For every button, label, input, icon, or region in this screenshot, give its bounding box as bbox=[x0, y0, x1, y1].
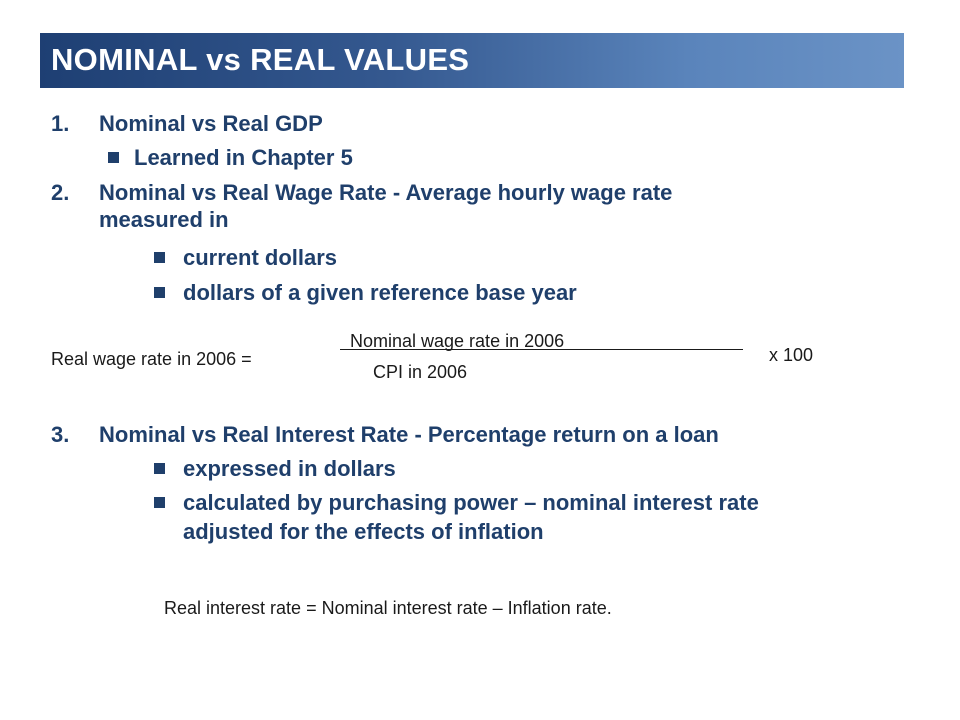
list-item-text: Nominal vs Real Interest Rate - Percenta… bbox=[99, 422, 719, 447]
sub-item-chapter: Learned in Chapter 5 bbox=[134, 145, 353, 170]
list-item-1: 1. Nominal vs Real GDP bbox=[51, 111, 323, 137]
bullet-icon bbox=[154, 463, 165, 474]
list-item-2: 2. Nominal vs Real Wage Rate - Average h… bbox=[51, 180, 672, 206]
slide-title: NOMINAL vs REAL VALUES bbox=[51, 42, 470, 77]
wage-formula-denominator: CPI in 2006 bbox=[373, 362, 468, 382]
sub-item-purchasing-power: calculated by purchasing power – nominal… bbox=[183, 490, 759, 515]
title-bar: NOMINAL vs REAL VALUES bbox=[40, 33, 904, 88]
bullet-icon bbox=[154, 497, 165, 508]
list-item-text: Nominal vs Real Wage Rate - Average hour… bbox=[99, 180, 673, 205]
sub-item-dollars: expressed in dollars bbox=[183, 456, 396, 481]
list-number: 2. bbox=[51, 180, 70, 205]
interest-formula: Real interest rate = Nominal interest ra… bbox=[164, 598, 612, 618]
wage-formula-multiplier: x 100 bbox=[769, 345, 814, 365]
bullet-icon bbox=[108, 152, 119, 163]
list-number: 3. bbox=[51, 422, 70, 447]
sub-item-base-year: dollars of a given reference base year bbox=[183, 280, 577, 305]
sub-item-purchasing-power-continued: adjusted for the effects of inflation bbox=[183, 519, 544, 544]
list-item-3: 3. Nominal vs Real Interest Rate - Perce… bbox=[51, 422, 719, 448]
bullet-icon bbox=[154, 287, 165, 298]
bullet-icon bbox=[154, 252, 165, 263]
wage-formula-numerator: Nominal wage rate in 2006 bbox=[350, 331, 565, 351]
list-item-2-continued: measured in bbox=[99, 207, 229, 232]
wage-formula-lhs: Real wage rate in 2006 = bbox=[51, 349, 252, 369]
list-number: 1. bbox=[51, 111, 70, 136]
sub-item-current-dollars: current dollars bbox=[183, 245, 338, 270]
list-item-text: Nominal vs Real GDP bbox=[99, 111, 323, 136]
fraction-bar bbox=[340, 349, 743, 350]
